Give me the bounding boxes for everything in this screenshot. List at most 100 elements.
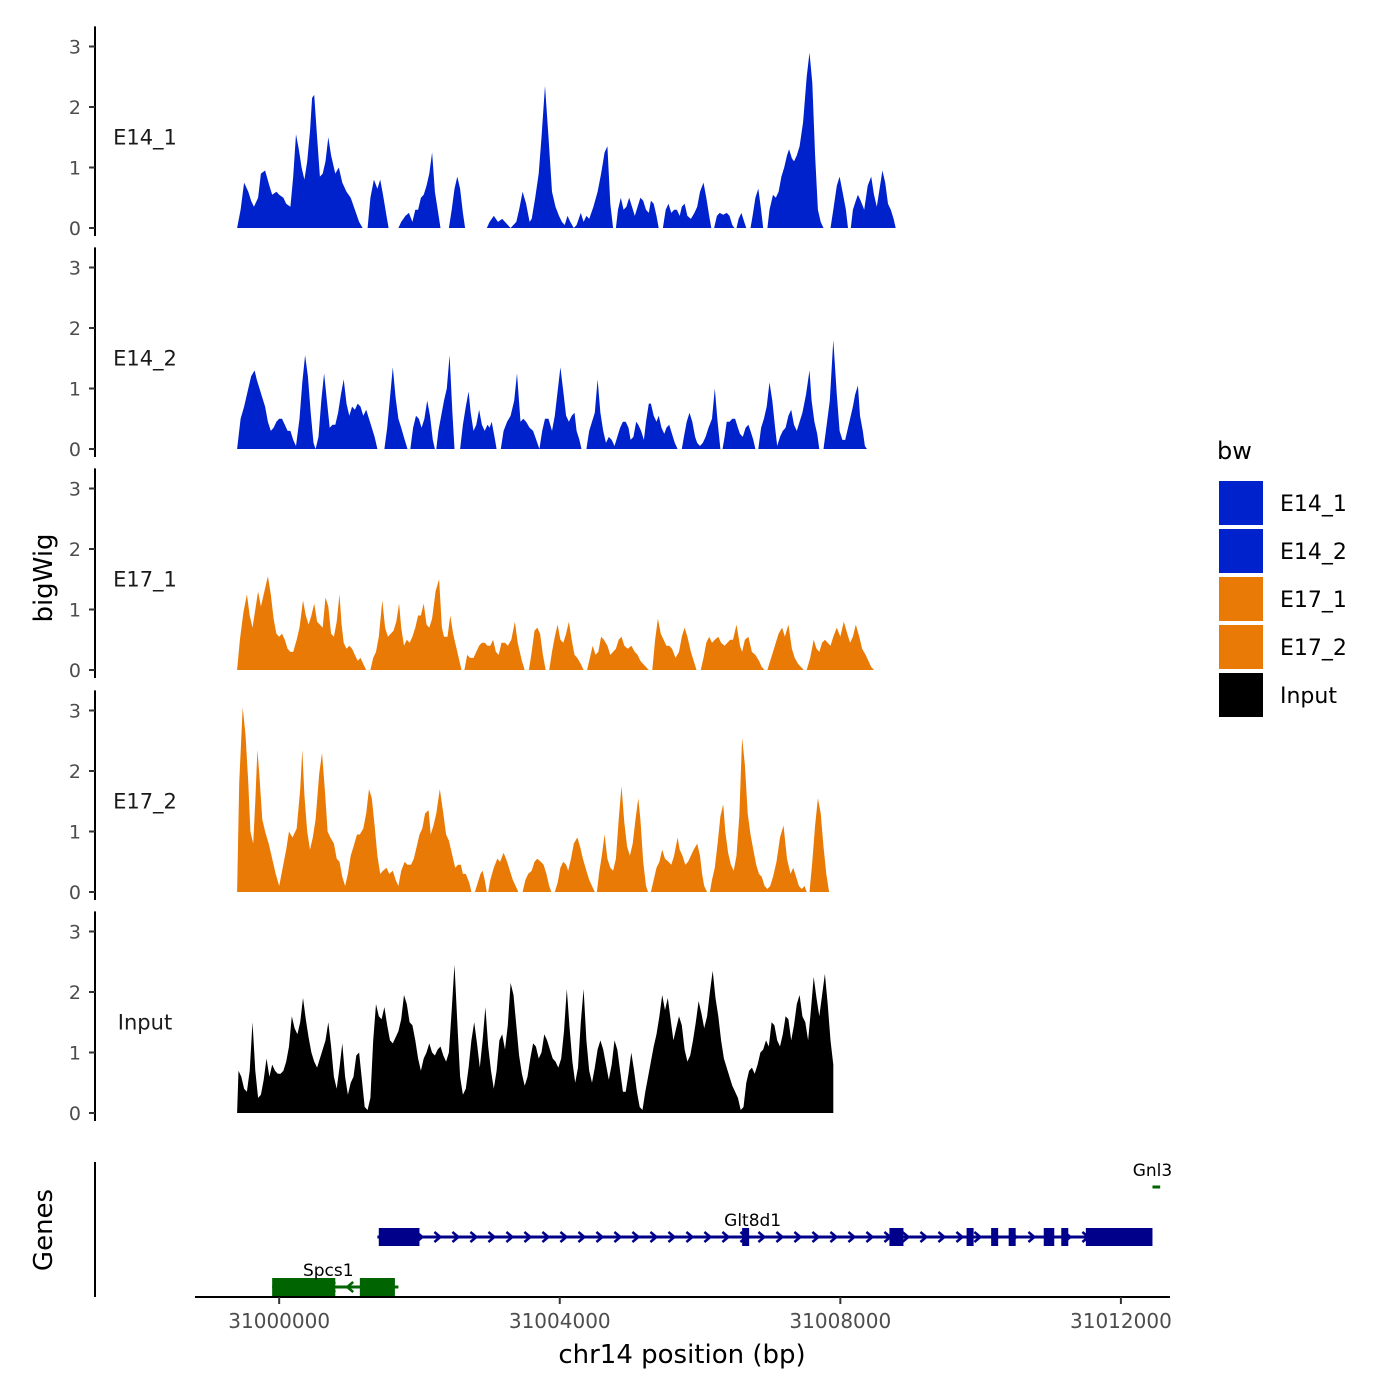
y-tick-label: 0 (69, 1103, 81, 1125)
gene-Glt8d1: Glt8d1 (377, 1211, 1153, 1246)
strand-arrow (649, 1231, 659, 1243)
strand-arrow (757, 1231, 767, 1243)
strand-arrow (541, 1231, 551, 1243)
gene-Spcs1: Spcs1 (272, 1261, 399, 1296)
legend-label: Input (1280, 684, 1337, 709)
exon-block (742, 1228, 750, 1246)
y-tick-label: 2 (69, 761, 81, 783)
y-tick-label: 3 (69, 37, 81, 59)
gene-track: Spcs1 Glt8d1 Gnl3 (94, 1161, 1173, 1297)
legend-item: E17_2 (1219, 625, 1347, 669)
y-tick-label: 0 (69, 882, 81, 904)
y-tick-label: 3 (69, 258, 81, 280)
y-tick-label: 2 (69, 318, 81, 340)
strand-arrow (901, 1231, 911, 1243)
x-tick-label: 31004000 (509, 1309, 611, 1333)
strand-arrow (829, 1231, 839, 1243)
exon-block (1085, 1228, 1153, 1246)
y-tick-label: 1 (69, 822, 81, 844)
strand-arrow (919, 1231, 929, 1243)
y-tick-label: 3 (69, 701, 81, 723)
x-axis: 31000000 31004000 31008000 31012000 (195, 1296, 1172, 1333)
y-tick-label: 0 (69, 218, 81, 240)
strand-arrow (631, 1231, 641, 1243)
strand-arrow (451, 1231, 461, 1243)
legend-label: E14_2 (1280, 540, 1347, 565)
legend-swatch (1219, 673, 1263, 717)
exon-block (359, 1278, 395, 1296)
strand-arrow (523, 1231, 533, 1243)
strand-arrow (667, 1231, 677, 1243)
legend-title: bw (1217, 437, 1252, 465)
track-label: E17_2 (113, 789, 177, 814)
strand-arrow (865, 1231, 875, 1243)
track-label: E14_2 (113, 346, 177, 371)
strand-arrow (469, 1231, 479, 1243)
legend-item: E14_1 (1219, 481, 1347, 525)
exon-block (889, 1228, 904, 1246)
y-axis-title: bigWig (29, 533, 59, 622)
x-axis-title: chr14 position (bp) (558, 1340, 805, 1370)
legend-item: Input (1219, 673, 1337, 717)
track-E17_2: 0 1 2 3 E17_2 (69, 690, 830, 904)
y-tick-label: 1 (69, 379, 81, 401)
strand-arrow (775, 1231, 785, 1243)
gene-label: Glt8d1 (724, 1211, 781, 1231)
strand-arrow (847, 1231, 857, 1243)
gene-label: Gnl3 (1133, 1161, 1173, 1181)
strand-arrow (345, 1281, 355, 1293)
strand-arrow (613, 1231, 623, 1243)
strand-arrow (703, 1231, 713, 1243)
exon-block (966, 1228, 974, 1246)
legend-swatch (1219, 625, 1263, 669)
genes-axis-title: Genes (29, 1189, 59, 1271)
strand-arrow (577, 1231, 587, 1243)
strand-arrow (595, 1231, 605, 1243)
legend-item: E17_1 (1219, 577, 1347, 621)
y-tick-label: 0 (69, 660, 81, 682)
signal-area (237, 576, 875, 670)
exon-block (1061, 1228, 1069, 1246)
track-E14_1: 0 1 2 3 E14_1 (69, 26, 896, 240)
strand-arrow (793, 1231, 803, 1243)
y-tick-label: 2 (69, 539, 81, 561)
strand-arrow (811, 1231, 821, 1243)
track-label: E17_1 (113, 567, 177, 592)
signal-area (237, 52, 896, 228)
y-tick-label: 3 (69, 922, 81, 944)
signal-area (237, 707, 830, 892)
strand-arrow (973, 1231, 983, 1243)
legend-label: E14_1 (1280, 492, 1347, 517)
strand-arrow (937, 1231, 947, 1243)
strand-arrow (955, 1231, 965, 1243)
gene-label: Spcs1 (303, 1261, 354, 1281)
y-tick-label: 1 (69, 600, 81, 622)
track-label: E14_1 (113, 125, 177, 150)
signal-tracks: 0 1 2 3 E14_1 0 1 2 3 E14_2 0 1 2 3 E17_1 0 1 2 3 E17_2 0 1 2 3… (69, 26, 896, 1125)
y-tick-label: 2 (69, 982, 81, 1004)
strand-arrow (433, 1231, 443, 1243)
gene-Gnl3: Gnl3 (1133, 1161, 1173, 1189)
x-tick-label: 31000000 (228, 1309, 330, 1333)
y-tick-label: 0 (69, 439, 81, 461)
y-tick-label: 1 (69, 158, 81, 180)
exon-block (1043, 1228, 1055, 1246)
track-E14_2: 0 1 2 3 E14_2 (69, 247, 869, 461)
legend: bw E14_1 E14_2 E17_1 E17_2 Input (1217, 437, 1347, 717)
legend-swatch (1219, 481, 1263, 525)
x-tick-label: 31012000 (1070, 1309, 1172, 1333)
signal-area (237, 340, 869, 449)
legend-item: E14_2 (1219, 529, 1347, 573)
y-tick-label: 2 (69, 97, 81, 119)
x-tick-label: 31008000 (789, 1309, 891, 1333)
track-Input: 0 1 2 3 Input (69, 911, 834, 1125)
strand-arrow (505, 1231, 515, 1243)
exon-block (378, 1228, 420, 1246)
legend-swatch (1219, 529, 1263, 573)
legend-items: E14_1 E14_2 E17_1 E17_2 Input (1219, 481, 1347, 717)
y-tick-label: 1 (69, 1043, 81, 1065)
strand-arrow (721, 1231, 731, 1243)
strand-arrow (559, 1231, 569, 1243)
legend-swatch (1219, 577, 1263, 621)
